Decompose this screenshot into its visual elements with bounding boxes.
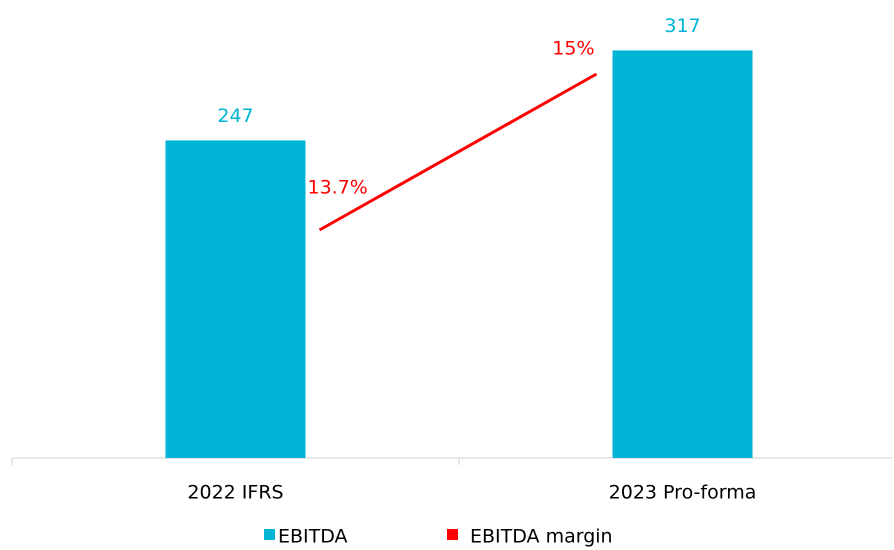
x-tick-label: 2022 IFRS [187, 482, 283, 504]
legend-label: EBITDA [278, 526, 348, 548]
line-value-label: 15% [552, 38, 594, 60]
bar-value-label: 247 [217, 105, 253, 127]
x-tick-label: 2023 Pro-forma [609, 482, 757, 504]
legend-label: EBITDA margin [470, 526, 613, 548]
line [318, 72, 598, 232]
line-value-label: 13.7% [308, 177, 368, 199]
legend-swatch [264, 529, 275, 540]
bar [612, 50, 753, 459]
legend-swatch [447, 529, 458, 540]
bar-value-label: 317 [664, 15, 700, 37]
bar [165, 140, 306, 458]
